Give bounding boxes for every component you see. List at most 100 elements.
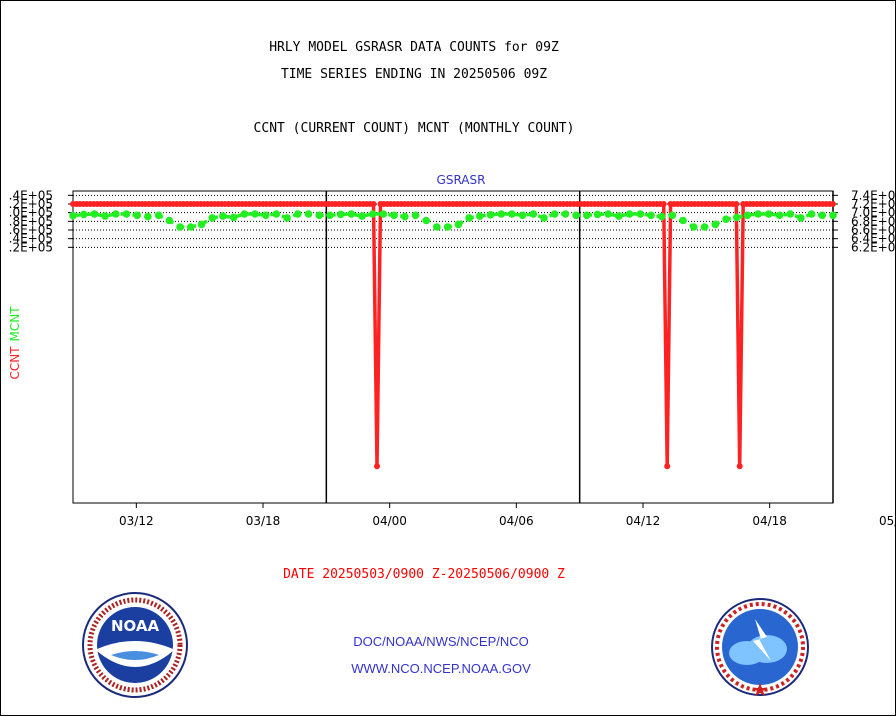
data-point-mcnt (90, 210, 99, 218)
data-point-mcnt (69, 211, 77, 220)
data-point-mcnt (154, 211, 163, 220)
y-tick-label-right: 6.6E+0 (851, 223, 895, 237)
data-point-mcnt (732, 213, 741, 222)
nws-logo (711, 598, 809, 696)
data-point-ccnt (830, 201, 836, 207)
data-point-ccnt (660, 201, 667, 207)
data-point-mcnt (722, 215, 730, 223)
chart-subtitle: TIME SERIES ENDING IN 20250506 09Z (280, 67, 548, 82)
data-point-mcnt (604, 210, 612, 218)
data-point-mcnt (261, 211, 270, 220)
time-series-chart: .4E+05 7.4E+0 .2E+05 7.2E+0 .0E+05 7.0E+0 .8E+… (8, 173, 895, 528)
y-tick-label-left: .2E+05 (9, 240, 53, 254)
data-point-ccnt (733, 201, 740, 207)
data-point-mcnt (390, 211, 398, 220)
y-tick-label-left: .6E+05 (9, 223, 53, 237)
data-point-mcnt (690, 223, 698, 231)
noaa-logo: NOAA (82, 592, 188, 698)
y-tick-label-left: .8E+05 (9, 214, 53, 228)
data-point-mcnt (797, 214, 805, 222)
data-point-mcnt (743, 211, 752, 220)
y-tick-label-right: 7.4E+0 (851, 188, 895, 202)
data-point-mcnt (486, 211, 495, 219)
data-point-mcnt (765, 210, 773, 218)
data-point-mcnt (101, 212, 109, 220)
x-tick-label: 03/18 (246, 514, 281, 528)
y-tick-label-left: .2E+05 (9, 197, 53, 211)
data-point-mcnt (454, 220, 463, 229)
data-point-mcnt (122, 210, 131, 218)
panel-title: GSRASR (437, 173, 486, 187)
data-point-mcnt (326, 211, 334, 220)
data-point-mcnt (647, 211, 655, 220)
data-point-mcnt (508, 210, 516, 218)
data-point-ccnt (374, 463, 380, 470)
chart-title: HRLY MODEL GSRASR DATA COUNTS for 09Z (269, 40, 559, 55)
data-point-mcnt (379, 210, 388, 218)
data-point-mcnt (476, 212, 484, 220)
data-point-mcnt (636, 210, 645, 218)
data-point-mcnt (807, 210, 816, 218)
y-tick-label-right: 6.8E+0 (851, 214, 895, 228)
series-description: CCNT (CURRENT COUNT) MCNT (MONTHLY COUNT… (253, 121, 575, 136)
data-point-mcnt (754, 210, 762, 218)
x-tick-label: 04/00 (372, 514, 407, 528)
y-axis-label-ccnt: CCNT (8, 346, 22, 380)
data-point-ccnt (736, 463, 743, 470)
data-point-mcnt (144, 212, 152, 221)
data-point-mcnt (529, 210, 538, 218)
data-point-mcnt (347, 210, 356, 218)
y-tick-label-right: 6.2E+0 (851, 240, 895, 254)
x-tick-label: 03/12 (119, 514, 154, 528)
data-point-mcnt (294, 210, 302, 218)
y-tick-label-right: 7.0E+0 (851, 206, 895, 220)
data-point-mcnt (358, 212, 366, 220)
data-point-ccnt (664, 463, 671, 470)
data-point-mcnt (411, 211, 420, 220)
data-point-mcnt (433, 223, 441, 231)
data-point-mcnt (657, 212, 666, 221)
data-point-mcnt (197, 220, 206, 229)
organization-path[interactable]: DOC/NOAA/NWS/NCEP/NCO (353, 634, 529, 649)
data-point-mcnt (283, 214, 291, 222)
data-point-mcnt (186, 223, 195, 231)
data-point-mcnt (572, 211, 580, 220)
y-axis-label-mcnt: MCNT (8, 306, 22, 342)
data-point-ccnt (370, 201, 377, 207)
data-point-mcnt (336, 210, 345, 219)
data-point-mcnt (79, 210, 88, 219)
data-point-mcnt (668, 211, 677, 220)
y-tick-label-right: 7.2E+0 (851, 197, 895, 211)
data-point-mcnt (540, 214, 548, 222)
x-tick-label: 04/06 (499, 514, 534, 528)
data-point-mcnt (775, 211, 784, 220)
data-point-mcnt (401, 212, 409, 221)
data-point-mcnt (583, 211, 591, 220)
svg-text:NOAA: NOAA (111, 617, 160, 635)
x-tick-label: 04/18 (752, 514, 787, 528)
y-tick-label-left: .4E+05 (9, 188, 53, 202)
data-point-mcnt (679, 216, 687, 225)
data-point-mcnt (304, 210, 313, 218)
data-point-mcnt (465, 214, 473, 222)
website-link[interactable]: WWW.NCO.NCEP.NOAA.GOV (351, 661, 531, 676)
date-range-label: DATE 20250503/0900 Z-20250506/0900 Z (283, 567, 565, 582)
data-point-mcnt (786, 210, 794, 218)
data-point-mcnt (251, 210, 259, 218)
data-point-mcnt (240, 210, 249, 218)
y-tick-label-left: .0E+05 (9, 206, 53, 220)
data-point-mcnt (229, 213, 238, 222)
data-point-mcnt (561, 210, 570, 218)
data-point-mcnt (518, 211, 527, 220)
data-point-mcnt (272, 210, 281, 218)
data-point-mcnt (711, 220, 720, 229)
data-point-mcnt (550, 210, 559, 218)
data-point-mcnt (700, 223, 709, 231)
data-point-mcnt (615, 212, 623, 220)
data-point-mcnt (829, 211, 837, 220)
data-point-mcnt (219, 212, 227, 220)
data-point-mcnt (818, 211, 827, 220)
data-point-mcnt (165, 216, 174, 225)
data-point-mcnt (315, 211, 324, 220)
